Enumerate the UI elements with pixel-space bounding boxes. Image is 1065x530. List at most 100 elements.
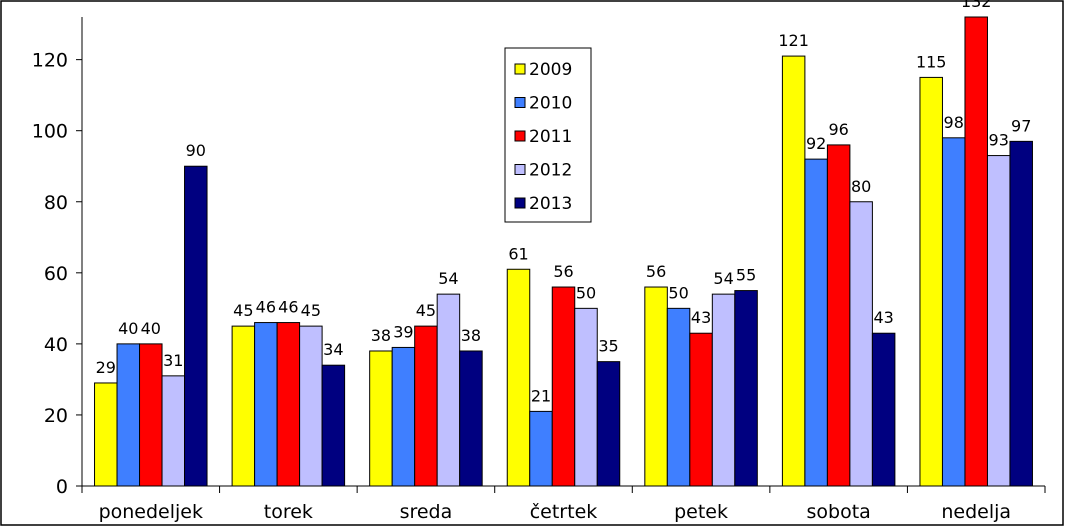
legend-label: 2012 [529,161,572,181]
bar-2012-sobota [849,201,873,487]
bar-2009-nedelja [919,76,943,487]
data-label: 56 [553,262,573,281]
bar-2010-ponedeljek [116,343,141,487]
bar-2010-nedelja [941,137,966,487]
legend-swatch [514,197,526,209]
bar-2010-četrtek [529,410,553,487]
data-label: 45 [416,301,436,320]
bar-2009-sreda [369,350,393,487]
data-label: 45 [233,301,253,320]
legend-label: 2011 [529,127,572,147]
bar-2013-četrtek [596,361,621,487]
data-label: 97 [1011,116,1031,135]
data-label: 39 [393,322,413,341]
data-label: 54 [438,269,458,288]
bars [94,16,1033,487]
x-tick-label: torek [264,501,313,523]
data-label: 56 [646,262,666,281]
data-label: 31 [163,351,183,370]
data-label: 46 [278,298,298,317]
x-tick-label: sreda [400,501,453,523]
data-label: 54 [713,269,733,288]
bar-2011-ponedeljek [139,343,163,487]
bar-2010-petek [666,307,691,487]
bar-2012-torek [299,325,323,487]
y-tick-label: 60 [44,263,68,285]
legend-swatch [514,130,526,142]
bar-2013-nedelja [1009,140,1033,487]
legend-label: 2013 [529,194,572,214]
bar-2009-ponedeljek [94,382,118,487]
bar-2011-sreda [414,325,438,487]
data-label: 43 [873,308,893,327]
bar-2013-sobota [871,332,896,487]
bar-2013-ponedeljek [184,165,208,487]
bar-2013-sreda [459,350,483,487]
data-label: 92 [806,134,826,153]
bar-2012-petek [711,293,736,487]
y-axis: 0 20 40 60 80 100 120 [32,17,83,498]
data-label: 34 [323,340,343,359]
legend-label: 2010 [529,94,572,114]
data-label: 61 [508,244,528,263]
data-label: 38 [461,326,481,345]
data-label: 35 [598,337,618,356]
legend-swatch [514,164,526,175]
bar-2013-petek [734,290,758,487]
y-tick-label: 100 [32,121,68,143]
data-label: 21 [531,386,551,405]
data-label: 98 [944,113,964,132]
data-label: 132 [961,0,992,11]
bar-2009-četrtek [506,268,531,487]
data-label: 46 [256,298,276,317]
bar-2011-četrtek [551,286,576,487]
bar-2012-nedelja [986,155,1011,487]
legend-swatch [514,97,526,108]
bar-2010-sreda [391,346,416,487]
data-label: 50 [668,283,688,302]
data-label: 29 [96,358,116,377]
y-tick-label: 0 [56,476,68,498]
data-label: 50 [576,283,596,302]
bar-2009-sobota [781,55,806,487]
y-tick-label: 40 [44,334,68,356]
bar-2012-sreda [436,293,461,487]
bar-2011-sobota [826,144,851,487]
data-label: 55 [736,266,756,285]
y-tick-label: 120 [32,50,68,72]
x-tick-label: četrtek [530,501,598,523]
x-tick-label: nedelja [941,501,1011,523]
data-label: 93 [989,131,1009,150]
bar-2009-petek [644,286,668,487]
bar-2012-četrtek [574,307,598,487]
x-tick-label: ponedeljek [99,501,203,523]
bar-2011-petek [689,332,713,487]
bar-2010-sobota [804,158,828,487]
data-label: 40 [118,319,138,338]
bar-2012-ponedeljek [161,375,186,487]
x-tick-label: petek [674,501,728,523]
data-label: 115 [916,52,947,71]
data-label: 45 [301,301,321,320]
legend-swatch [514,63,526,75]
bar-2010-torek [254,322,278,487]
data-label: 90 [186,141,206,160]
data-label: 40 [141,319,161,338]
data-label: 43 [691,308,711,327]
data-label: 96 [828,120,848,139]
bar-2011-nedelja [964,16,988,487]
legend-label: 2009 [529,60,572,80]
bar-2013-torek [321,364,346,487]
y-tick-label: 20 [44,405,68,427]
bar-2009-torek [231,325,256,487]
legend: 2009 2010 2011 2012 2013 [504,47,592,223]
bar-2011-torek [276,322,301,487]
data-label: 80 [851,177,871,196]
data-label: 38 [371,326,391,345]
data-label: 121 [778,31,809,50]
x-tick-label: sobota [806,501,870,523]
y-tick-label: 80 [44,192,68,214]
